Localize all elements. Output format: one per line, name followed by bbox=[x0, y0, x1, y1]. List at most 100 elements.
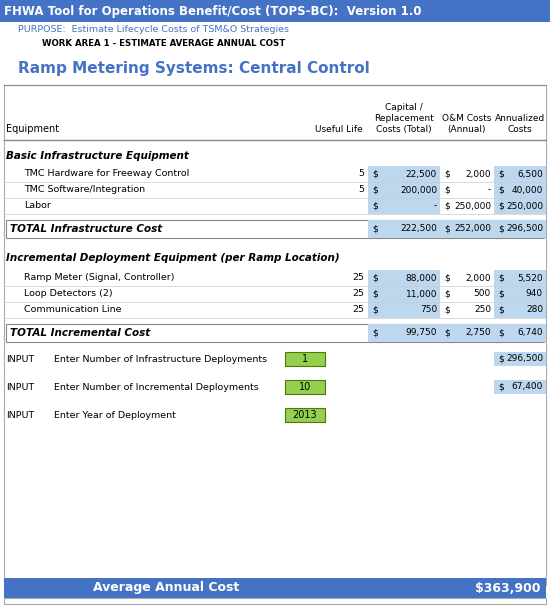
Text: $: $ bbox=[444, 328, 450, 337]
Bar bbox=[494, 380, 546, 394]
Bar bbox=[368, 286, 440, 302]
Text: 2,000: 2,000 bbox=[465, 170, 491, 179]
Bar bbox=[494, 270, 546, 286]
Text: $: $ bbox=[498, 185, 504, 195]
Text: TOTAL Infrastructure Cost: TOTAL Infrastructure Cost bbox=[10, 224, 162, 234]
Text: 250,000: 250,000 bbox=[506, 201, 543, 210]
Text: Annualized
Costs: Annualized Costs bbox=[495, 114, 545, 134]
Text: $: $ bbox=[372, 274, 378, 283]
Text: -: - bbox=[488, 185, 491, 195]
Text: $: $ bbox=[498, 328, 504, 337]
Text: 5: 5 bbox=[358, 185, 364, 195]
Text: 250: 250 bbox=[474, 305, 491, 314]
Text: TMC Hardware for Freeway Control: TMC Hardware for Freeway Control bbox=[24, 170, 189, 179]
Text: 25: 25 bbox=[352, 289, 364, 299]
Text: 5,520: 5,520 bbox=[518, 274, 543, 283]
Text: $: $ bbox=[444, 274, 450, 283]
Text: Basic Infrastructure Equipment: Basic Infrastructure Equipment bbox=[6, 151, 189, 161]
Text: Average Annual Cost: Average Annual Cost bbox=[94, 581, 240, 595]
Bar bbox=[494, 286, 546, 302]
Bar bbox=[368, 182, 440, 198]
Bar bbox=[494, 166, 546, 182]
Text: 296,500: 296,500 bbox=[506, 224, 543, 233]
Text: 67,400: 67,400 bbox=[512, 382, 543, 392]
Bar bbox=[494, 198, 546, 214]
Text: $: $ bbox=[372, 201, 378, 210]
Text: $: $ bbox=[444, 201, 450, 210]
Text: 2,750: 2,750 bbox=[465, 328, 491, 337]
Bar bbox=[368, 166, 440, 182]
Text: -: - bbox=[434, 201, 437, 210]
Text: 2,000: 2,000 bbox=[465, 274, 491, 283]
Bar bbox=[4, 85, 546, 585]
Text: $: $ bbox=[444, 289, 450, 299]
Text: 99,750: 99,750 bbox=[405, 328, 437, 337]
Text: 6,740: 6,740 bbox=[518, 328, 543, 337]
Text: 11,000: 11,000 bbox=[405, 289, 437, 299]
Text: INPUT: INPUT bbox=[6, 410, 34, 420]
Bar bbox=[0, 0, 550, 22]
Text: 5: 5 bbox=[358, 170, 364, 179]
Bar bbox=[285, 352, 325, 366]
Text: $363,900: $363,900 bbox=[476, 581, 541, 595]
Text: 88,000: 88,000 bbox=[405, 274, 437, 283]
Text: $: $ bbox=[498, 170, 504, 179]
Text: 25: 25 bbox=[352, 274, 364, 283]
Bar bbox=[368, 302, 440, 318]
Text: Enter Year of Deployment: Enter Year of Deployment bbox=[54, 410, 176, 420]
Text: Useful Life: Useful Life bbox=[315, 125, 363, 134]
Text: Communication Line: Communication Line bbox=[24, 305, 122, 314]
Text: PURPOSE:  Estimate Lifecycle Costs of TSM&O Strategies: PURPOSE: Estimate Lifecycle Costs of TSM… bbox=[18, 26, 289, 35]
Bar bbox=[494, 352, 546, 366]
Text: 252,000: 252,000 bbox=[454, 224, 491, 233]
Text: 25: 25 bbox=[352, 305, 364, 314]
Text: $: $ bbox=[498, 289, 504, 299]
Text: $: $ bbox=[372, 328, 378, 337]
Text: TMC Software/Integration: TMC Software/Integration bbox=[24, 185, 145, 195]
Text: Equipment: Equipment bbox=[6, 124, 59, 134]
Text: Capital /
Replacement
Costs (Total): Capital / Replacement Costs (Total) bbox=[374, 103, 434, 134]
Bar bbox=[368, 270, 440, 286]
Text: 40,000: 40,000 bbox=[512, 185, 543, 195]
Bar bbox=[494, 324, 546, 342]
Text: INPUT: INPUT bbox=[6, 382, 34, 392]
Bar bbox=[440, 220, 494, 238]
Text: Ramp Metering Systems: Central Control: Ramp Metering Systems: Central Control bbox=[18, 61, 370, 75]
Text: 10: 10 bbox=[299, 382, 311, 392]
Bar bbox=[6, 220, 544, 238]
Bar bbox=[494, 220, 546, 238]
Text: 296,500: 296,500 bbox=[506, 354, 543, 364]
Text: 500: 500 bbox=[474, 289, 491, 299]
Text: Incremental Deployment Equipment (per Ramp Location): Incremental Deployment Equipment (per Ra… bbox=[6, 253, 340, 263]
Text: Enter Number of Infrastructure Deployments: Enter Number of Infrastructure Deploymen… bbox=[54, 354, 267, 364]
Text: 250,000: 250,000 bbox=[454, 201, 491, 210]
Text: Loop Detectors (2): Loop Detectors (2) bbox=[24, 289, 113, 299]
Text: $: $ bbox=[372, 289, 378, 299]
Bar bbox=[285, 380, 325, 394]
Text: Enter Number of Incremental Deployments: Enter Number of Incremental Deployments bbox=[54, 382, 258, 392]
Text: FHWA Tool for Operations Benefit/Cost (TOPS-BC):  Version 1.0: FHWA Tool for Operations Benefit/Cost (T… bbox=[4, 4, 421, 18]
Text: $: $ bbox=[372, 170, 378, 179]
Text: $: $ bbox=[444, 185, 450, 195]
Text: $: $ bbox=[444, 224, 450, 233]
Bar bbox=[494, 182, 546, 198]
Text: $: $ bbox=[444, 305, 450, 314]
Text: $: $ bbox=[498, 274, 504, 283]
Text: 22,500: 22,500 bbox=[406, 170, 437, 179]
Text: $: $ bbox=[498, 224, 504, 233]
Text: O&M Costs
(Annual): O&M Costs (Annual) bbox=[442, 114, 492, 134]
Text: $: $ bbox=[498, 201, 504, 210]
Text: 940: 940 bbox=[526, 289, 543, 299]
Bar bbox=[4, 598, 546, 604]
Text: TOTAL Incremental Cost: TOTAL Incremental Cost bbox=[10, 328, 150, 338]
Bar bbox=[368, 324, 440, 342]
Text: $: $ bbox=[498, 382, 504, 392]
Text: $: $ bbox=[372, 224, 378, 233]
Text: 1: 1 bbox=[302, 354, 308, 364]
Bar bbox=[4, 578, 546, 598]
Text: $: $ bbox=[372, 185, 378, 195]
Bar bbox=[285, 408, 325, 422]
Text: 750: 750 bbox=[420, 305, 437, 314]
Bar bbox=[368, 220, 440, 238]
Bar bbox=[6, 324, 544, 342]
